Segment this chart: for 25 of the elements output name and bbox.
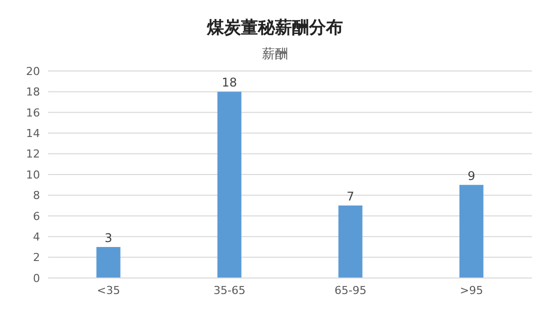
y-tick-label: 0 <box>33 272 40 285</box>
y-tick-label: 6 <box>33 210 40 223</box>
bar <box>217 92 242 278</box>
bar <box>96 246 120 278</box>
data-label: 7 <box>346 190 354 204</box>
y-tick-label: 10 <box>26 168 40 182</box>
data-label: 18 <box>222 76 238 90</box>
chart-subtitle: 薪酬 <box>261 46 289 63</box>
x-tick-label: >95 <box>460 284 484 297</box>
data-label: 3 <box>104 230 112 245</box>
bar <box>459 184 484 278</box>
x-tick-label: <35 <box>96 284 120 297</box>
x-tick-label: 65-95 <box>334 284 366 297</box>
data-label: 9 <box>468 168 476 183</box>
y-tick-label: 14 <box>26 127 40 140</box>
y-tick-label: 18 <box>26 86 40 99</box>
x-tick-label: 35-65 <box>214 284 246 297</box>
y-tick-label: 12 <box>26 148 40 161</box>
bar <box>338 206 362 278</box>
y-tick-label: 20 <box>26 64 40 78</box>
y-tick-label: 2 <box>33 251 40 264</box>
y-tick-label: 16 <box>26 106 40 120</box>
y-tick-label: 4 <box>33 230 40 244</box>
chart-title: 煤炭董秘薪酬分布 <box>206 17 344 39</box>
y-tick-label: 8 <box>33 189 40 202</box>
